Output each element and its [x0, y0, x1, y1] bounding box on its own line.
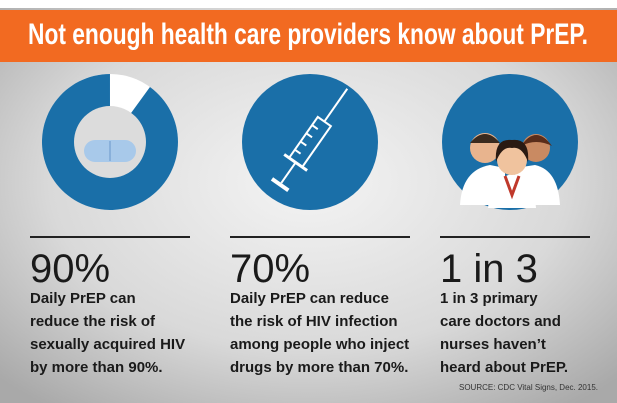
top-strip: [0, 0, 617, 8]
description-line: drugs by more than 70%.: [230, 359, 408, 376]
description-line: sexually acquired HIV: [30, 336, 185, 353]
description-line: among people who inject: [230, 336, 409, 353]
stat: 90%: [30, 247, 110, 291]
description-line: Daily PrEP can reduce: [230, 290, 389, 307]
stat: 70%: [230, 247, 310, 291]
description-line: by more than 90%.: [30, 359, 163, 376]
description-line: Daily PrEP can: [30, 290, 136, 307]
source: SOURCE: CDC Vital Signs, Dec. 2015.: [459, 383, 598, 392]
description-line: heard about PrEP.: [440, 359, 568, 376]
stat: 1 in 3: [440, 247, 538, 291]
description-line: nurses haven’t: [440, 336, 546, 353]
description-line: the risk of HIV infection: [230, 313, 398, 330]
pill-icon: [42, 73, 178, 210]
doctors-icon: [442, 74, 578, 210]
syringe-icon: [242, 74, 378, 210]
header-title: Not enough health care providers know ab…: [28, 18, 588, 51]
description-line: reduce the risk of: [30, 313, 156, 330]
description-line: care doctors and: [440, 313, 561, 330]
description-line: 1 in 3 primary: [440, 290, 538, 307]
header-band: [0, 10, 617, 62]
panels: 90%Daily PrEP can reduce the risk of sexua…: [30, 247, 568, 376]
